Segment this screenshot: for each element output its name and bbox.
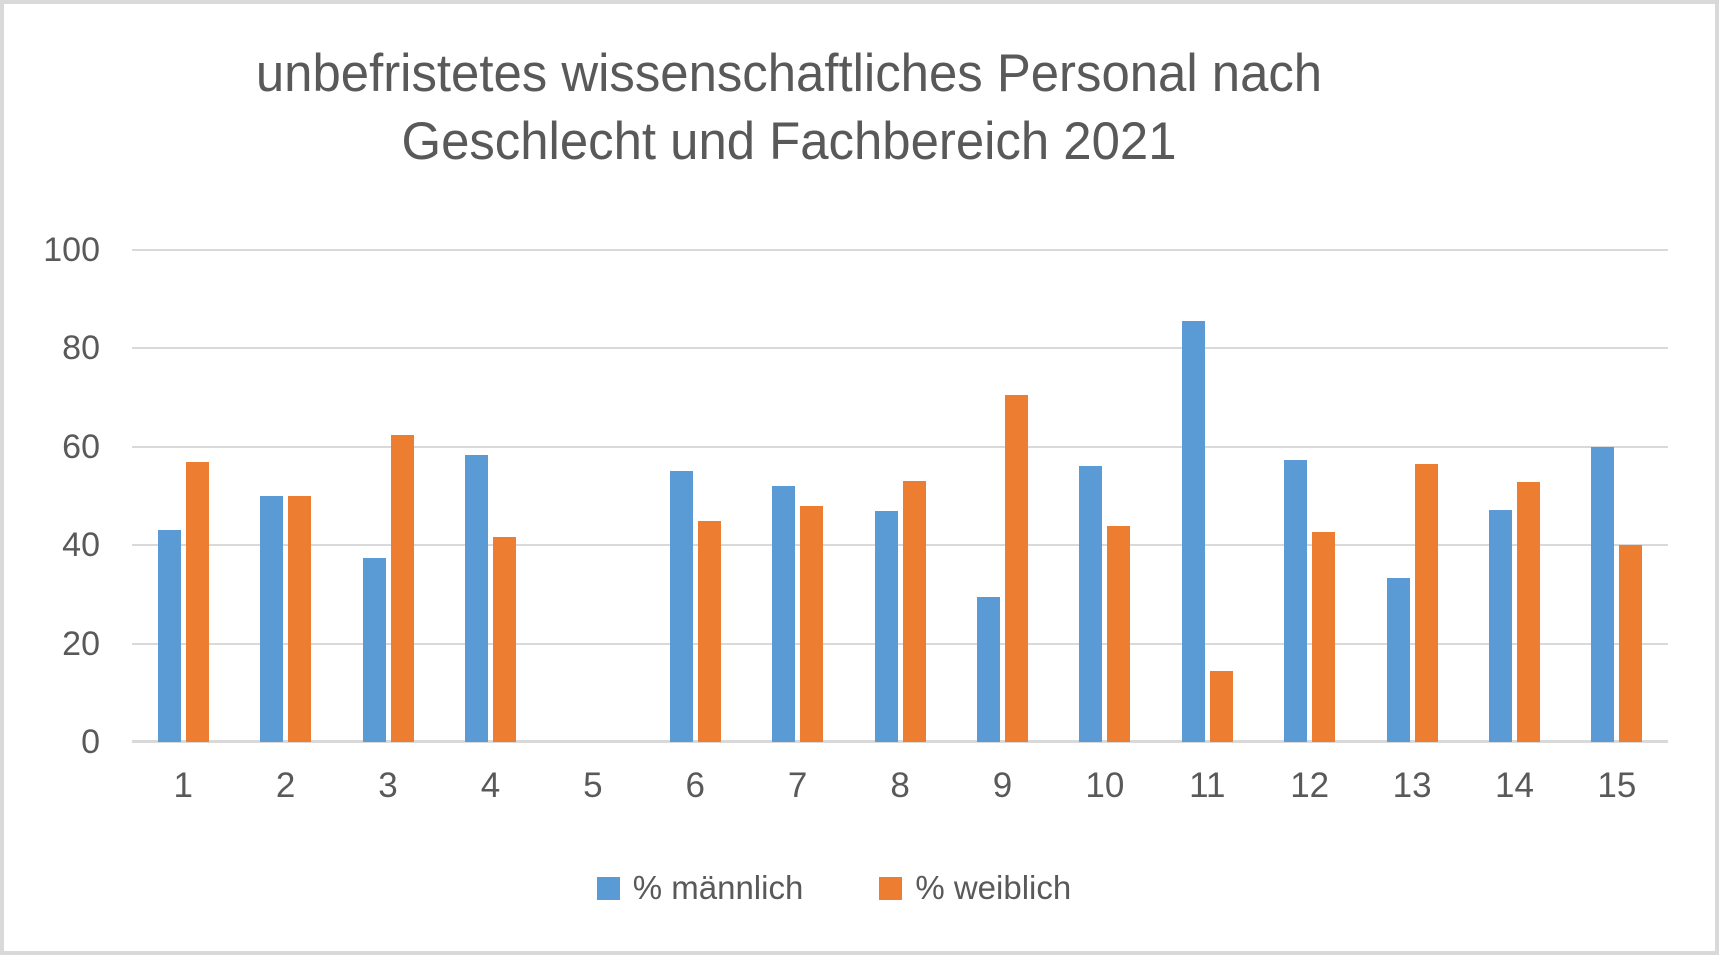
bar-group-2 <box>234 250 336 742</box>
gridline-y-40 <box>132 544 1668 547</box>
bar-weiblich-12 <box>1312 531 1336 742</box>
legend: % männlich % weiblich <box>4 868 1664 908</box>
bar-weiblich-9 <box>1004 394 1028 742</box>
bar-group-14 <box>1463 250 1565 742</box>
bar-maennlich-7 <box>772 486 796 742</box>
gridline-y-20 <box>132 642 1668 645</box>
y-axis-tick-label: 0 <box>81 723 100 761</box>
x-axis-label-15: 15 <box>1597 766 1637 805</box>
x-axis-label-9: 9 <box>992 766 1013 805</box>
bar-group-15 <box>1566 250 1668 742</box>
bar-weiblich-6 <box>697 520 721 742</box>
gridline-y-100 <box>132 249 1668 251</box>
x-axis-label-2: 2 <box>275 766 296 805</box>
plot-area <box>132 249 1668 743</box>
legend-label-weiblich: % weiblich <box>915 869 1072 906</box>
legend-item-maennlich: % männlich <box>596 868 804 908</box>
bar-maennlich-13 <box>1386 578 1410 742</box>
x-axis: 1 2 3 4 5 6 7 8 9 10 11 12 13 14 15 <box>132 764 1668 808</box>
x-axis-label-10: 10 <box>1085 766 1125 805</box>
bar-weiblich-7 <box>800 505 824 742</box>
bar-maennlich-1 <box>157 530 181 742</box>
x-axis-label-11: 11 <box>1189 766 1226 805</box>
chart-title-line-2: Geschlecht und Fachbereich 2021 <box>401 112 1177 171</box>
bar-maennlich-12 <box>1284 460 1308 742</box>
bar-maennlich-3 <box>362 557 386 742</box>
bar-maennlich-8 <box>874 510 898 742</box>
bar-groups <box>132 250 1668 742</box>
bar-maennlich-10 <box>1079 466 1103 742</box>
chart-title-line-1: unbefristetes wissenschaftliches Persona… <box>255 44 1323 103</box>
y-axis-tick-label: 80 <box>62 329 100 368</box>
legend-swatch-weiblich-icon <box>879 876 903 900</box>
bar-weiblich-3 <box>390 434 414 742</box>
legend-label-maennlich: % männlich <box>632 869 804 906</box>
bar-weiblich-4 <box>492 536 516 742</box>
x-axis-label-3: 3 <box>378 766 398 805</box>
bar-maennlich-15 <box>1591 446 1615 742</box>
y-axis-tick-label: 20 <box>62 624 100 663</box>
gridline-y-0 <box>132 740 1668 743</box>
y-axis: 0 20 40 60 80 100 <box>4 231 100 761</box>
bar-group-9 <box>951 250 1053 742</box>
legend-swatch-maennlich-icon <box>596 876 620 900</box>
bar-group-8 <box>849 250 951 742</box>
bar-group-7 <box>746 250 848 742</box>
legend-item-weiblich: % weiblich <box>879 868 1071 908</box>
bar-weiblich-14 <box>1516 481 1540 742</box>
x-axis-label-5: 5 <box>583 766 603 805</box>
bar-maennlich-14 <box>1488 510 1512 742</box>
x-axis-label-7: 7 <box>787 766 808 805</box>
bar-maennlich-2 <box>260 496 284 742</box>
bar-maennlich-4 <box>464 455 488 742</box>
bar-maennlich-11 <box>1181 321 1205 742</box>
bar-group-6 <box>644 250 746 742</box>
bar-weiblich-2 <box>288 496 312 742</box>
y-axis-tick-label: 60 <box>62 427 100 466</box>
bar-group-3 <box>337 250 439 742</box>
y-axis-tick-label: 100 <box>43 231 100 269</box>
bar-weiblich-10 <box>1107 525 1131 742</box>
bar-group-10 <box>1054 250 1156 742</box>
x-axis-label-6: 6 <box>685 766 705 805</box>
bar-weiblich-13 <box>1414 463 1438 742</box>
x-axis-label-14: 14 <box>1495 766 1534 805</box>
x-axis-label-12: 12 <box>1290 766 1330 805</box>
bar-weiblich-1 <box>185 461 209 742</box>
bar-group-5 <box>542 250 644 742</box>
bar-group-12 <box>1258 250 1360 742</box>
bar-group-13 <box>1361 250 1463 742</box>
bar-maennlich-6 <box>669 471 693 742</box>
bar-maennlich-9 <box>976 597 1000 742</box>
bar-weiblich-8 <box>902 481 926 742</box>
gridline-y-60 <box>132 445 1668 448</box>
x-axis-label-1: 1 <box>173 766 193 805</box>
x-axis-label-8: 8 <box>890 766 910 805</box>
bar-group-1 <box>132 250 234 742</box>
bar-group-4 <box>439 250 541 742</box>
x-axis-label-4: 4 <box>480 766 501 805</box>
bar-group-11 <box>1156 250 1258 742</box>
x-axis-label-13: 13 <box>1392 766 1432 805</box>
gridline-y-80 <box>132 347 1668 350</box>
y-axis-tick-label: 40 <box>62 526 100 565</box>
bar-weiblich-15 <box>1619 545 1643 742</box>
bar-weiblich-11 <box>1209 670 1233 742</box>
chart-title: unbefristetes wissenschaftliches Persona… <box>35 40 1542 176</box>
